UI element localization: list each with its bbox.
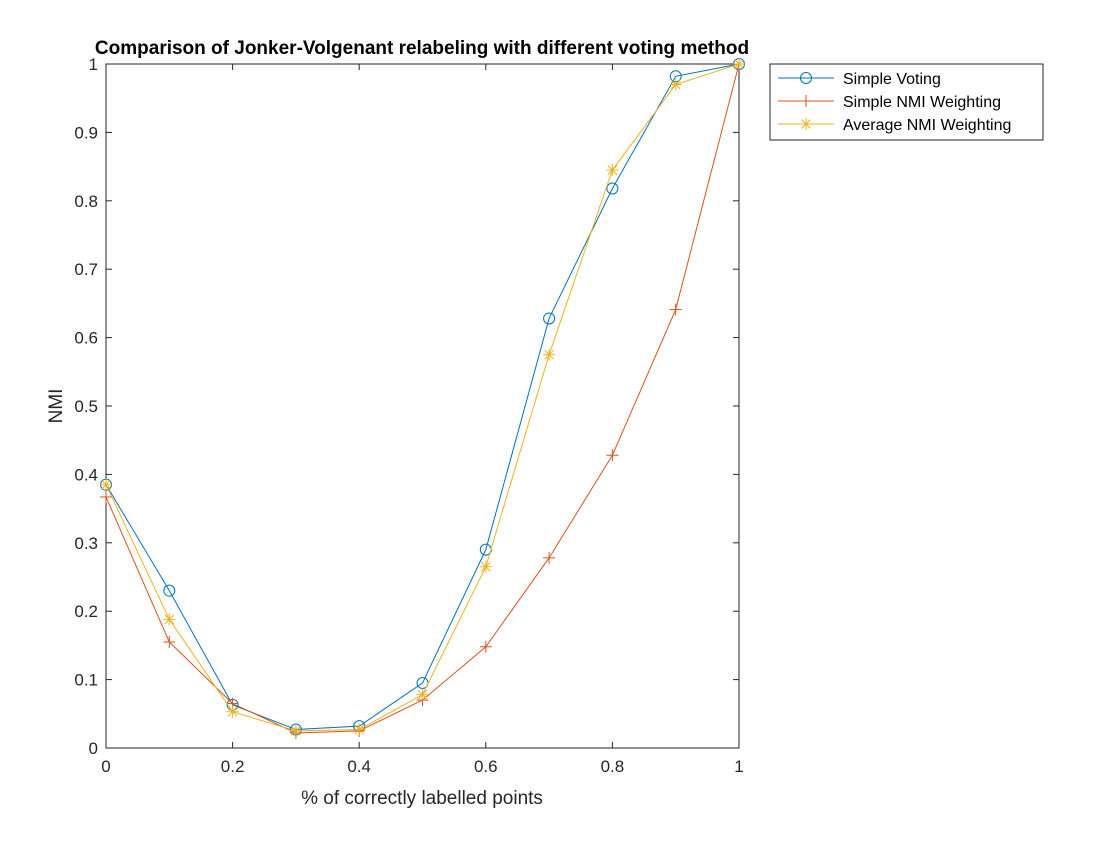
marker-ast-d2 (101, 479, 111, 490)
marker-ast-d2 (291, 726, 301, 736)
data-point-average-nmi-weighting (353, 723, 366, 736)
y-tick-label: 0.9 (74, 123, 98, 142)
data-point-simple-nmi-weighting (669, 303, 682, 316)
marker-ast-d2 (164, 614, 175, 625)
x-tick-label: 1 (734, 757, 743, 776)
plot-frame (105, 63, 740, 749)
x-axis-label: % of correctly labelled points (301, 788, 543, 809)
data-point-average-nmi-weighting (163, 613, 176, 626)
y-axis-label: NMI (46, 389, 67, 424)
series-average-nmi-weighting (100, 58, 745, 737)
marker-circle (543, 312, 556, 325)
data-point-average-nmi-weighting (289, 724, 302, 737)
data-point-average-nmi-weighting (479, 560, 492, 573)
axes: 0 0.2 0.4 0.6 0.8 1 0 0.1 0.2 0.3 0.4 0.5 0.6 0.7 0.8 0… (74, 55, 743, 776)
legend-item-simple-voting: Simple Voting (778, 71, 941, 88)
marker-ast-d2 (480, 561, 491, 572)
y-tick-label: 0.7 (74, 260, 98, 279)
legend-item-simple-nmi-weighting: Simple NMI Weighting (778, 94, 1001, 111)
x-tick-label: 0.6 (474, 757, 498, 776)
marker-circle (606, 182, 619, 195)
x-tick-label: 0.2 (221, 757, 245, 776)
data-point-average-nmi-weighting (669, 78, 682, 91)
y-tick-label: 0.1 (74, 671, 98, 690)
data-point-simple-voting (163, 584, 176, 597)
data-point-simple-nmi-weighting (479, 640, 492, 653)
marker-ast-d2 (354, 724, 365, 735)
marker-ast-d2 (801, 119, 811, 129)
data-point-simple-nmi-weighting (606, 449, 619, 462)
marker-ast-d2 (544, 349, 554, 360)
marker-ast-d2 (734, 59, 744, 69)
x-tick-label: 0.8 (601, 757, 625, 776)
y-tick-label: 0.8 (74, 192, 98, 211)
y-tick-label: 0.3 (74, 534, 98, 553)
series-line-simple-voting (105, 63, 740, 731)
legend-label: Simple Voting (843, 71, 941, 88)
legend: Simple Voting Simple NMI Weighting Average… (769, 63, 1044, 141)
data-point-average-nmi-weighting (416, 688, 429, 701)
legend-marker (800, 95, 812, 107)
y-tick-label: 0 (89, 739, 98, 758)
x-tick-label: 0.4 (347, 757, 371, 776)
data-point-simple-voting (606, 182, 619, 195)
data-point-average-nmi-weighting (733, 58, 745, 70)
data-point-simple-nmi-weighting (163, 635, 176, 648)
y-tick-label: 0.5 (74, 397, 98, 416)
marker-ast-d2 (227, 706, 238, 717)
chart-title: Comparison of Jonker-Volgenant relabelin… (95, 38, 749, 59)
legend-label: Average NMI Weighting (843, 117, 1011, 134)
legend-marker (800, 72, 812, 84)
y-tick-label: 1 (89, 55, 98, 74)
legend-marker (800, 118, 812, 130)
y-tick-label: 0.4 (74, 465, 98, 484)
y-tick-label: 0.2 (74, 602, 98, 621)
data-point-average-nmi-weighting (100, 478, 112, 491)
y-tick-label: 0.6 (74, 329, 98, 348)
data-point-average-nmi-weighting (226, 705, 239, 718)
data-point-average-nmi-weighting (606, 164, 619, 177)
data-point-simple-voting (543, 312, 556, 325)
marker-ast-d2 (670, 79, 681, 90)
legend-item-average-nmi-weighting: Average NMI Weighting (778, 117, 1011, 134)
data-point-simple-nmi-weighting (100, 490, 112, 503)
x-tick-label: 0 (101, 757, 110, 776)
marker-ast-d2 (417, 689, 428, 700)
legend-label: Simple NMI Weighting (843, 94, 1001, 111)
marker-circle (163, 584, 176, 597)
series-layer (100, 58, 745, 739)
data-point-average-nmi-weighting (543, 348, 556, 361)
legend-box (769, 63, 1044, 141)
data-point-simple-nmi-weighting (543, 551, 556, 564)
marker-ast-d2 (607, 165, 618, 175)
marker-circle (800, 72, 812, 84)
